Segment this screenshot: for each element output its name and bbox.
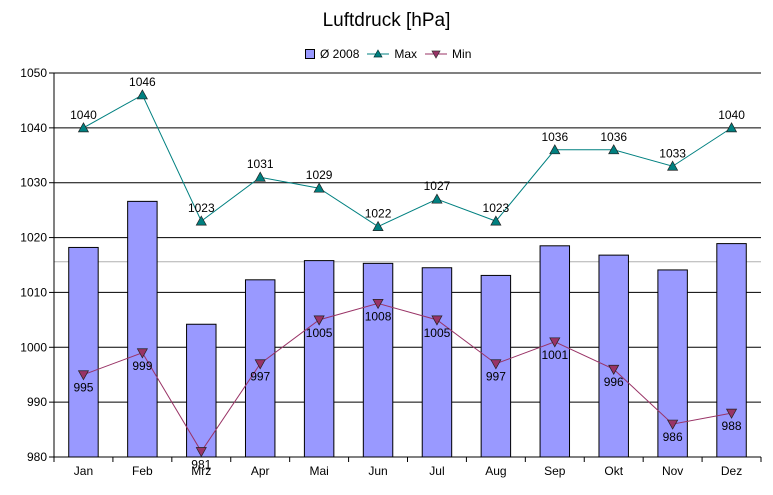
y-tick-label: 1030: [20, 176, 47, 190]
y-tick-label: 1020: [20, 231, 47, 245]
x-tick-label: Aug: [485, 464, 506, 478]
legend-item-avg: Ø 2008: [305, 47, 359, 61]
bar: [68, 246, 99, 458]
x-tick-label: Jul: [429, 464, 444, 478]
x-tick-label: Feb: [132, 464, 153, 478]
marker-max: [195, 215, 207, 226]
marker-min: [313, 315, 325, 326]
marker-max: [431, 193, 443, 204]
legend-item-min: Min: [425, 47, 471, 61]
data-label-max: 1031: [247, 157, 274, 171]
data-label-min: 981: [191, 458, 211, 472]
data-label-max: 1022: [365, 207, 392, 221]
y-tick-label: 1000: [20, 340, 47, 354]
data-label-max: 1033: [659, 146, 686, 160]
marker-min: [372, 299, 384, 310]
marker-min: [136, 348, 148, 359]
marker-min: [77, 370, 90, 381]
marker-max: [725, 122, 738, 133]
bar: [186, 323, 217, 458]
data-label-min: 997: [486, 370, 506, 384]
marker-min: [608, 364, 620, 375]
legend-swatch-max-icon: [367, 49, 390, 58]
data-label-max: 1040: [718, 108, 745, 122]
marker-max: [667, 160, 679, 171]
marker-max: [77, 122, 90, 133]
legend-label-max: Max: [394, 47, 418, 61]
data-label-min: 995: [73, 381, 93, 395]
chart-title: Luftdruck [hPa]: [322, 10, 451, 31]
x-tick-label: Nov: [662, 464, 683, 478]
bar: [127, 200, 158, 458]
data-label-max: 1023: [188, 201, 215, 215]
y-tick-label: 990: [27, 395, 47, 409]
bar: [362, 262, 394, 458]
y-tick-label: 1010: [20, 285, 47, 299]
legend-item-max: Max: [367, 47, 417, 61]
bar: [716, 243, 747, 458]
legend-swatch-avg-icon: [305, 49, 315, 59]
data-label-max: 1023: [483, 201, 510, 215]
data-label-min: 986: [663, 430, 683, 444]
data-label-min: 996: [604, 375, 624, 389]
legend-label-avg: Ø 2008: [320, 47, 360, 61]
data-label-max: 1029: [306, 168, 333, 182]
marker-min: [490, 359, 502, 370]
marker-min: [195, 447, 207, 458]
data-label-min: 1001: [541, 348, 568, 362]
data-label-min: 999: [132, 359, 152, 373]
marker-min: [431, 315, 443, 326]
x-tick-label: Mai: [309, 464, 328, 478]
legend-label-min: Min: [452, 47, 472, 61]
marker-min: [254, 359, 266, 370]
x-tick-label: Sep: [544, 464, 566, 478]
x-tick-label: Jan: [74, 464, 93, 478]
y-tick-label: 1050: [20, 66, 47, 80]
marker-max: [313, 182, 325, 193]
marker-max: [372, 220, 384, 231]
marker-max: [608, 144, 620, 155]
data-label-min: 1005: [306, 326, 333, 340]
data-label-min: 997: [250, 370, 270, 384]
marker-min: [549, 337, 561, 348]
data-label-min: 1005: [424, 326, 451, 340]
data-label-min: 988: [722, 419, 742, 433]
x-tick-label: Jun: [368, 464, 387, 478]
marker-min: [725, 408, 738, 419]
x-tick-label: Mrz: [191, 464, 211, 478]
bar: [421, 267, 453, 458]
legend-swatch-min-icon: [425, 50, 448, 59]
data-label-max: 1027: [424, 179, 451, 193]
x-tick-label: Apr: [251, 464, 270, 478]
legend: Ø 2008 Max Min: [305, 47, 471, 61]
x-tick-label: Okt: [604, 464, 623, 478]
bar: [598, 254, 629, 458]
series-line-min: [83, 302, 732, 453]
y-tick-label: 980: [27, 450, 47, 464]
series-line-max: [83, 94, 732, 228]
marker-max: [549, 144, 561, 155]
x-tick-label: Dez: [721, 464, 742, 478]
data-label-max: 1040: [70, 108, 97, 122]
marker-max: [254, 171, 266, 182]
data-label-min: 1008: [365, 309, 392, 323]
data-label-max: 1046: [129, 75, 156, 89]
bar: [539, 245, 571, 458]
marker-max: [490, 215, 502, 226]
data-label-max: 1036: [541, 130, 568, 144]
marker-max: [136, 89, 148, 100]
y-tick-label: 1040: [20, 121, 47, 135]
data-label-max: 1036: [600, 130, 627, 144]
bar: [303, 260, 335, 458]
marker-min: [667, 419, 679, 430]
